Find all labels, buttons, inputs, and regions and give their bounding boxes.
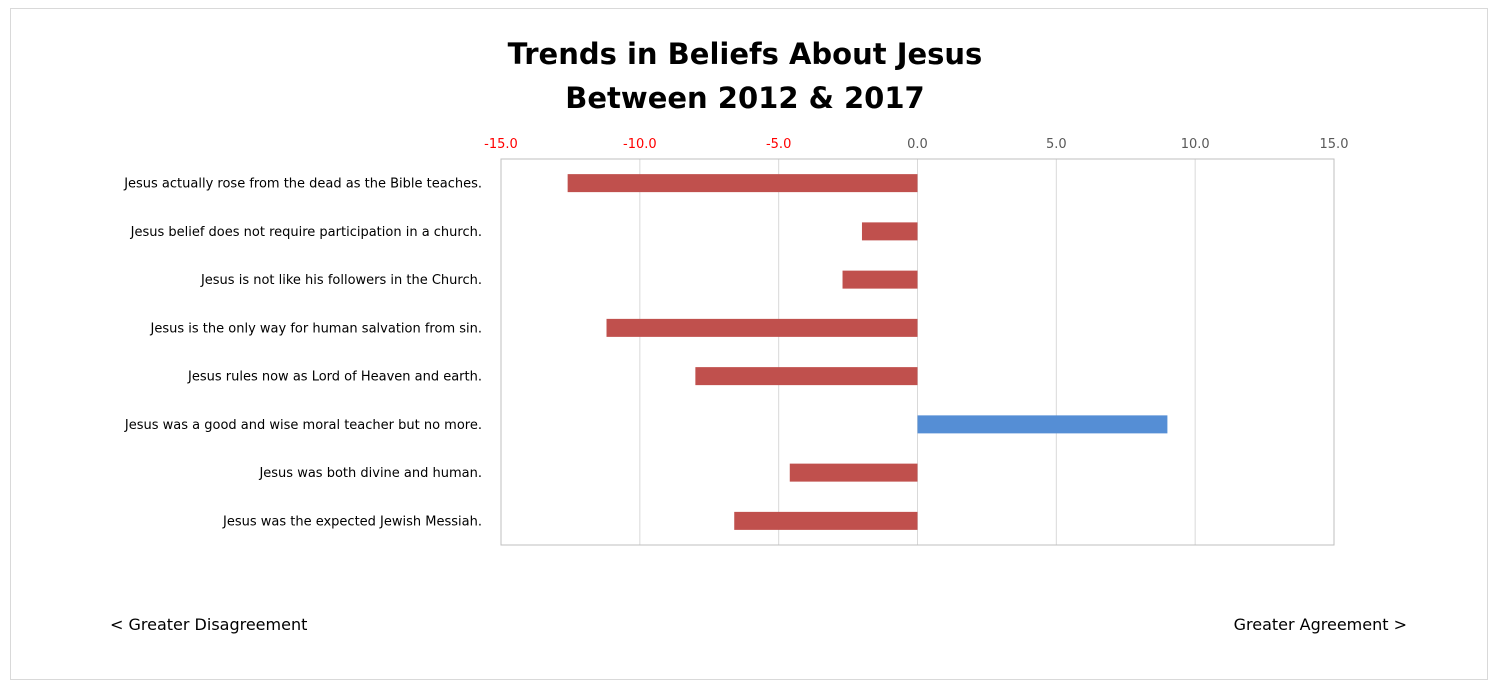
- category-label: Jesus rules now as Lord of Heaven and ea…: [187, 370, 482, 385]
- category-label: Jesus was both divine and human.: [258, 466, 482, 481]
- x-tick-label: 15.0: [1320, 137, 1349, 152]
- bar: [695, 367, 918, 386]
- category-label: Jesus was the expected Jewish Messiah.: [222, 514, 482, 529]
- category-label: Jesus is not like his followers in the C…: [200, 273, 482, 288]
- category-label: Jesus belief does not require participat…: [130, 225, 482, 240]
- chart-title-line-2: Between 2012 & 2017: [565, 81, 925, 115]
- category-label: Jesus actually rose from the dead as the…: [123, 177, 482, 192]
- agreement-annotation: Greater Agreement >: [1233, 615, 1407, 634]
- bar: [606, 318, 918, 337]
- chart-frame: [10, 8, 1488, 680]
- x-tick-label: 10.0: [1181, 137, 1210, 152]
- x-tick-label: 5.0: [1046, 137, 1067, 152]
- bar: [567, 174, 918, 193]
- category-label: Jesus was a good and wise moral teacher …: [124, 418, 482, 433]
- x-tick-label: -10.0: [623, 137, 657, 152]
- bar: [789, 463, 918, 482]
- chart-title-line-1: Trends in Beliefs About Jesus: [507, 37, 983, 71]
- category-label: Jesus is the only way for human salvatio…: [150, 321, 482, 336]
- x-tick-label: -5.0: [766, 137, 791, 152]
- disagreement-annotation: < Greater Disagreement: [110, 615, 308, 634]
- plot-area-border: [500, 158, 1335, 546]
- x-tick-label: -15.0: [484, 137, 518, 152]
- bar: [842, 270, 918, 289]
- x-tick-label: 0.0: [907, 137, 928, 152]
- bar: [917, 415, 1168, 434]
- bar: [861, 222, 918, 241]
- bar: [734, 511, 918, 530]
